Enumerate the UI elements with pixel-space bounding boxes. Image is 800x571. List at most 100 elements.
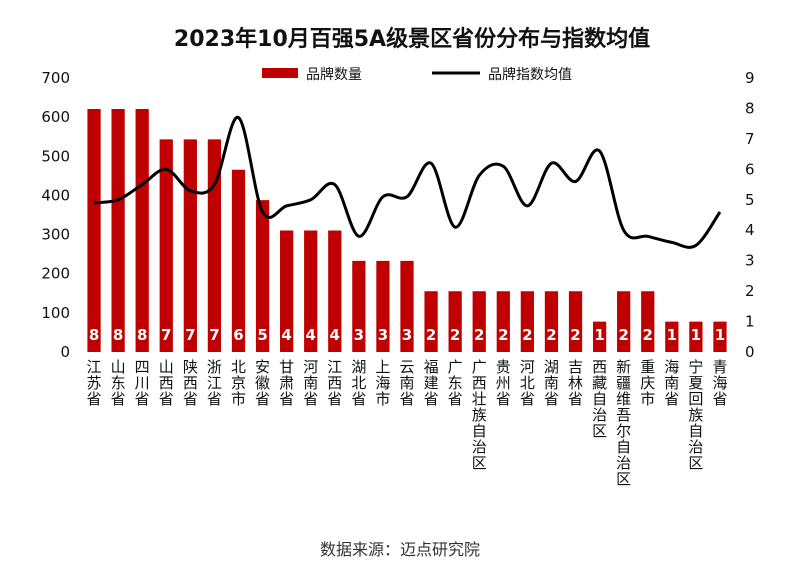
bar-data-label: 2 <box>498 326 508 344</box>
bar <box>111 109 125 352</box>
bar <box>207 139 222 352</box>
left-tick-label: 100 <box>41 304 70 322</box>
category-label: 陕西省 <box>183 358 198 408</box>
legend: 品牌数量 品牌指数均值 <box>262 66 572 83</box>
bar-data-label: 4 <box>330 326 340 344</box>
category-labels: 江苏省山东省四川省山西省陕西省浙江省北京市安徽省甘肃省河南省江西省湖北省上海市云… <box>87 358 728 488</box>
bar <box>280 230 294 352</box>
bar <box>255 200 270 352</box>
bar <box>183 139 197 352</box>
bar-data-label: 2 <box>618 326 628 344</box>
bar-data-label: 1 <box>594 326 604 344</box>
bar <box>231 169 246 352</box>
bar <box>472 291 486 352</box>
right-tick-label: 9 <box>745 69 755 87</box>
bar-data-label: 6 <box>233 326 243 344</box>
bar-data-label: 1 <box>667 326 677 344</box>
bar-data-label: 3 <box>378 326 388 344</box>
bar <box>448 291 462 352</box>
category-label: 西藏自治区 <box>592 358 607 440</box>
bar <box>689 321 703 352</box>
left-tick-label: 200 <box>41 265 70 283</box>
bar <box>400 260 414 352</box>
category-label: 上海市 <box>375 358 390 408</box>
right-tick-label: 8 <box>745 99 755 117</box>
legend-label-bar: 品牌数量 <box>306 66 362 83</box>
chart-title: 2023年10月百强5A级景区省份分布与指数均值 <box>174 26 650 52</box>
bar-data-label: 2 <box>450 326 460 344</box>
bar <box>352 260 366 352</box>
bar-data-label: 7 <box>161 326 171 344</box>
legend-swatch-bar <box>262 68 298 78</box>
category-label: 湖北省 <box>351 358 366 408</box>
bars <box>87 109 727 352</box>
bar-data-label: 8 <box>113 326 123 344</box>
legend-label-line: 品牌指数均值 <box>488 66 572 83</box>
category-label: 安徽省 <box>255 358 270 408</box>
left-axis: 0 100 200 300 400 500 600 700 <box>41 69 70 361</box>
right-tick-label: 0 <box>745 343 755 361</box>
category-label: 山东省 <box>111 358 126 408</box>
bar <box>544 291 559 352</box>
bar <box>376 260 390 352</box>
series-line-index <box>93 116 722 249</box>
bar-data-label: 7 <box>185 326 195 344</box>
category-label: 北京市 <box>231 358 246 408</box>
category-label: 云南省 <box>399 358 414 408</box>
bar-data-label: 2 <box>546 326 556 344</box>
category-label: 江苏省 <box>87 358 102 408</box>
bar-data-label: 4 <box>281 326 291 344</box>
bar <box>641 291 655 352</box>
bar-data-label: 4 <box>305 326 315 344</box>
right-tick-label: 6 <box>745 160 755 178</box>
category-label: 重庆市 <box>640 358 655 408</box>
bar-data-label: 1 <box>691 326 701 344</box>
category-label: 青海省 <box>712 358 727 408</box>
right-axis: 0 1 2 3 4 5 6 7 8 9 <box>745 69 755 361</box>
right-tick-label: 7 <box>745 130 755 148</box>
bar-data-label: 2 <box>426 326 436 344</box>
bar <box>617 291 631 352</box>
bar-data-label: 3 <box>402 326 412 344</box>
bar-data-label: 2 <box>522 326 532 344</box>
source-note: 数据来源：迈点研究院 <box>320 540 480 559</box>
bar-data-label: 8 <box>137 326 147 344</box>
bar-data-label: 8 <box>89 326 99 344</box>
bar <box>713 321 727 352</box>
bar <box>87 109 101 352</box>
bar <box>135 109 149 352</box>
category-label: 四川省 <box>135 358 150 408</box>
category-label: 贵州省 <box>496 358 511 408</box>
bar <box>159 139 173 352</box>
category-label: 吉林省 <box>568 358 583 408</box>
category-label: 福建省 <box>424 358 439 408</box>
category-label: 湖南省 <box>544 358 559 408</box>
left-tick-label: 300 <box>41 226 70 244</box>
category-label: 广东省 <box>448 358 463 408</box>
right-tick-label: 1 <box>745 313 755 331</box>
category-label: 海南省 <box>664 358 679 408</box>
bar <box>496 291 510 352</box>
bar <box>665 321 679 352</box>
category-label: 新疆维吾尔自治区 <box>616 358 631 488</box>
left-tick-label: 700 <box>41 69 70 87</box>
category-label: 河北省 <box>520 358 535 408</box>
left-tick-label: 600 <box>41 108 70 126</box>
category-label: 浙江省 <box>207 358 222 408</box>
bar <box>424 291 438 352</box>
bar <box>568 291 583 352</box>
category-label: 宁夏回族自治区 <box>688 358 703 472</box>
category-label: 江西省 <box>327 358 342 408</box>
category-label: 甘肃省 <box>279 358 294 408</box>
bar-data-label: 2 <box>474 326 484 344</box>
bar <box>304 230 318 352</box>
right-tick-label: 2 <box>745 282 755 300</box>
bar <box>328 230 342 352</box>
category-label: 广西壮族自治区 <box>472 358 487 472</box>
left-tick-label: 400 <box>41 186 70 204</box>
bar-data-label: 2 <box>570 326 580 344</box>
bar <box>520 291 534 352</box>
right-tick-label: 3 <box>745 252 755 270</box>
